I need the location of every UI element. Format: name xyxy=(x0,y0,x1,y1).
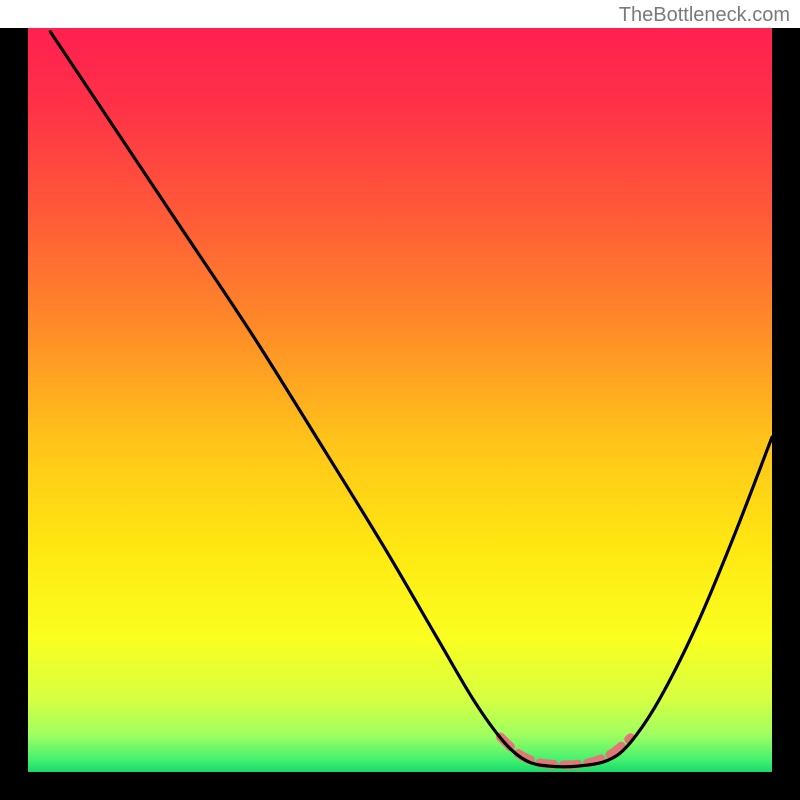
curve-layer xyxy=(28,28,772,772)
sweet-spot-band xyxy=(500,737,630,765)
bottleneck-curve xyxy=(50,32,772,767)
watermark-text: TheBottleneck.com xyxy=(619,4,790,27)
plot-area xyxy=(28,28,772,772)
chart-frame xyxy=(0,28,800,800)
chart-container: TheBottleneck.com xyxy=(0,0,800,800)
